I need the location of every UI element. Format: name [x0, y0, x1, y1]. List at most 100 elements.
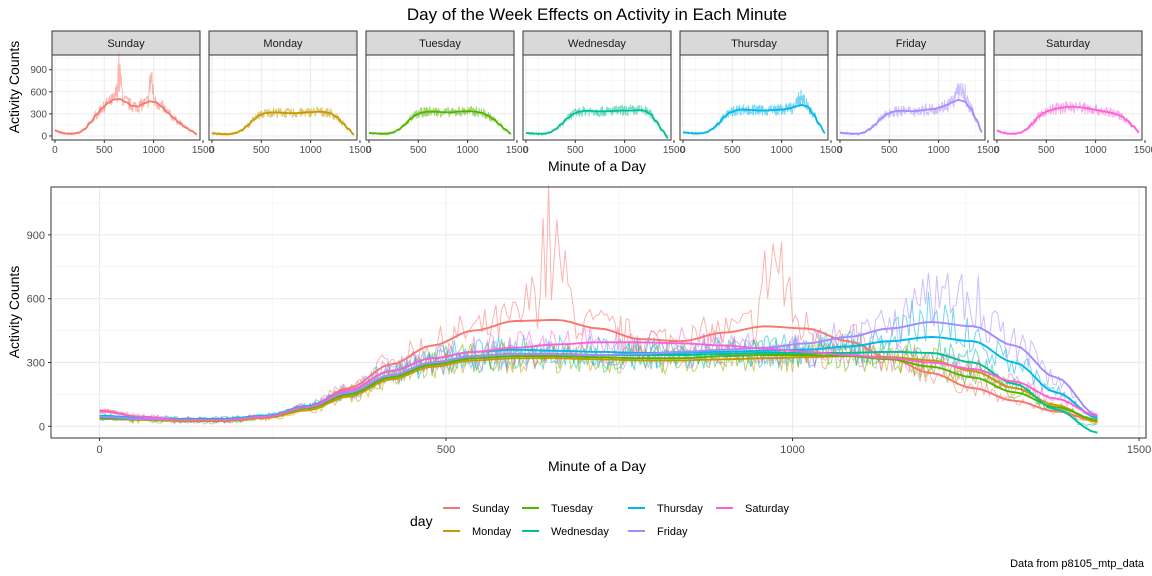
- legend-item-tuesday: Tuesday: [522, 503, 593, 515]
- x-tick-label: 500: [437, 444, 455, 456]
- smooth-line: [212, 110, 355, 136]
- smooth-line: [369, 110, 512, 135]
- legend-label: Wednesday: [551, 526, 609, 538]
- facet-monday: Monday 0 500 1000 1500: [208, 30, 372, 156]
- facet-strip: [522, 30, 672, 56]
- legend-label: Thursday: [657, 503, 703, 515]
- overlay-panel: 0 500 1000 1500 0 300 600 900 Minute of a Day Act…: [6, 185, 1151, 474]
- x-tick-label: 0: [680, 145, 686, 156]
- x-tick-label: 1500: [1127, 444, 1151, 456]
- facet-sunday: Sunday 0 500 1000 1500: [51, 30, 215, 156]
- facet-border: [365, 54, 515, 141]
- facet-y-axis-title: Activity Counts: [6, 41, 22, 134]
- facet-strip-label: Tuesday: [419, 38, 461, 50]
- x-tick-label: 500: [96, 145, 113, 156]
- facet-x-axis-title: Minute of a Day: [548, 158, 646, 174]
- legend-item-wednesday: Wednesday: [522, 526, 609, 538]
- facet-background: [209, 55, 357, 140]
- x-tick-label: 1000: [614, 145, 637, 156]
- facet-strip-label: Thursday: [731, 38, 777, 50]
- figure-title: Day of the Week Effects on Activity in E…: [407, 5, 787, 24]
- x-tick-label: 0: [523, 145, 529, 156]
- overlay-border: [50, 186, 1147, 439]
- facet-background: [366, 55, 514, 140]
- x-tick-label: 1500: [349, 145, 372, 156]
- facet-strip-label: Saturday: [1046, 38, 1091, 50]
- x-tick-label: 0: [994, 145, 1000, 156]
- x-tick-label: 500: [881, 145, 898, 156]
- facet-strip-label: Monday: [263, 38, 303, 50]
- facet-border: [208, 54, 358, 141]
- raw-activity-line-sunday: [99, 185, 1098, 424]
- smooth-line: [54, 98, 198, 135]
- x-tick-label: 0: [52, 145, 58, 156]
- facet-border: [679, 54, 829, 141]
- facet-strip: [836, 30, 986, 56]
- x-tick-label: 1500: [663, 145, 686, 156]
- x-tick-label: 0: [366, 145, 372, 156]
- x-tick-label: 0: [837, 145, 843, 156]
- y-tick-label: 600: [30, 87, 47, 98]
- facet-border: [522, 54, 672, 141]
- facet-strip: [51, 30, 201, 56]
- facet-background: [523, 55, 671, 140]
- legend-label: Friday: [657, 526, 688, 538]
- facet-wednesday: Wednesday 0 500 1000 1500: [522, 30, 686, 156]
- facet-panels: Sunday 0 500 1000 1500 Monday 0 500 1000 1500 Tues…: [51, 30, 1152, 156]
- legend-label: Saturday: [745, 503, 790, 515]
- facet-background: [994, 55, 1142, 140]
- x-tick-label: 500: [567, 145, 584, 156]
- x-tick-label: 1000: [780, 444, 804, 456]
- smooth-line-saturday: [99, 341, 1098, 421]
- overlay-x-axis-title: Minute of a Day: [548, 458, 646, 474]
- x-tick-label: 1000: [771, 145, 794, 156]
- facet-background: [680, 55, 828, 140]
- facet-strip: [365, 30, 515, 56]
- legend-title: day: [410, 513, 433, 529]
- legend-item-thursday: Thursday: [628, 503, 703, 515]
- x-tick-label: 0: [96, 444, 102, 456]
- smooth-line: [526, 109, 669, 139]
- facet-axes: 0 300 600 900 Minute of a Day Activity Counts: [6, 41, 646, 174]
- x-tick-label: 1500: [192, 145, 215, 156]
- facet-background: [837, 55, 985, 140]
- legend-label: Sunday: [472, 503, 510, 515]
- x-tick-label: 500: [1038, 145, 1055, 156]
- x-tick-label: 1000: [300, 145, 323, 156]
- y-tick-label: 600: [27, 294, 45, 306]
- x-tick-label: 500: [724, 145, 741, 156]
- legend-item-monday: Monday: [443, 526, 512, 538]
- x-tick-label: 1500: [820, 145, 843, 156]
- raw-activity-line: [211, 106, 355, 137]
- facet-strip-label: Wednesday: [568, 38, 626, 50]
- facet-friday: Friday 0 500 1000 1500: [836, 30, 1000, 156]
- y-tick-label: 900: [27, 230, 45, 242]
- smooth-line-monday: [99, 355, 1098, 423]
- x-tick-label: 500: [410, 145, 427, 156]
- x-tick-label: 1000: [457, 145, 480, 156]
- x-tick-label: 1500: [1134, 145, 1152, 156]
- y-tick-label: 0: [39, 421, 45, 433]
- x-tick-label: 1000: [143, 145, 166, 156]
- raw-activity-line-friday: [99, 272, 1098, 424]
- y-tick-label: 300: [30, 109, 47, 120]
- legend-label: Monday: [472, 526, 512, 538]
- facet-border: [51, 54, 201, 141]
- x-tick-label: 1500: [506, 145, 529, 156]
- y-tick-label: 900: [30, 65, 47, 76]
- x-tick-label: 1000: [1085, 145, 1108, 156]
- smooth-line: [839, 98, 983, 135]
- legend: day Sunday Monday Tuesday Wednesday Thursday F…: [410, 503, 790, 538]
- x-tick-label: 500: [253, 145, 270, 156]
- legend-item-saturday: Saturday: [716, 503, 790, 515]
- caption: Data from p8105_mtp_data: [1010, 558, 1145, 570]
- legend-label: Tuesday: [551, 503, 593, 515]
- smooth-line: [683, 104, 826, 135]
- y-tick-label: 300: [27, 357, 45, 369]
- legend-item-sunday: Sunday: [443, 503, 510, 515]
- facet-strip-label: Sunday: [107, 38, 145, 50]
- facet-saturday: Saturday 0 500 1000 1500: [993, 30, 1152, 156]
- facet-border: [836, 54, 986, 141]
- x-tick-label: 1000: [928, 145, 951, 156]
